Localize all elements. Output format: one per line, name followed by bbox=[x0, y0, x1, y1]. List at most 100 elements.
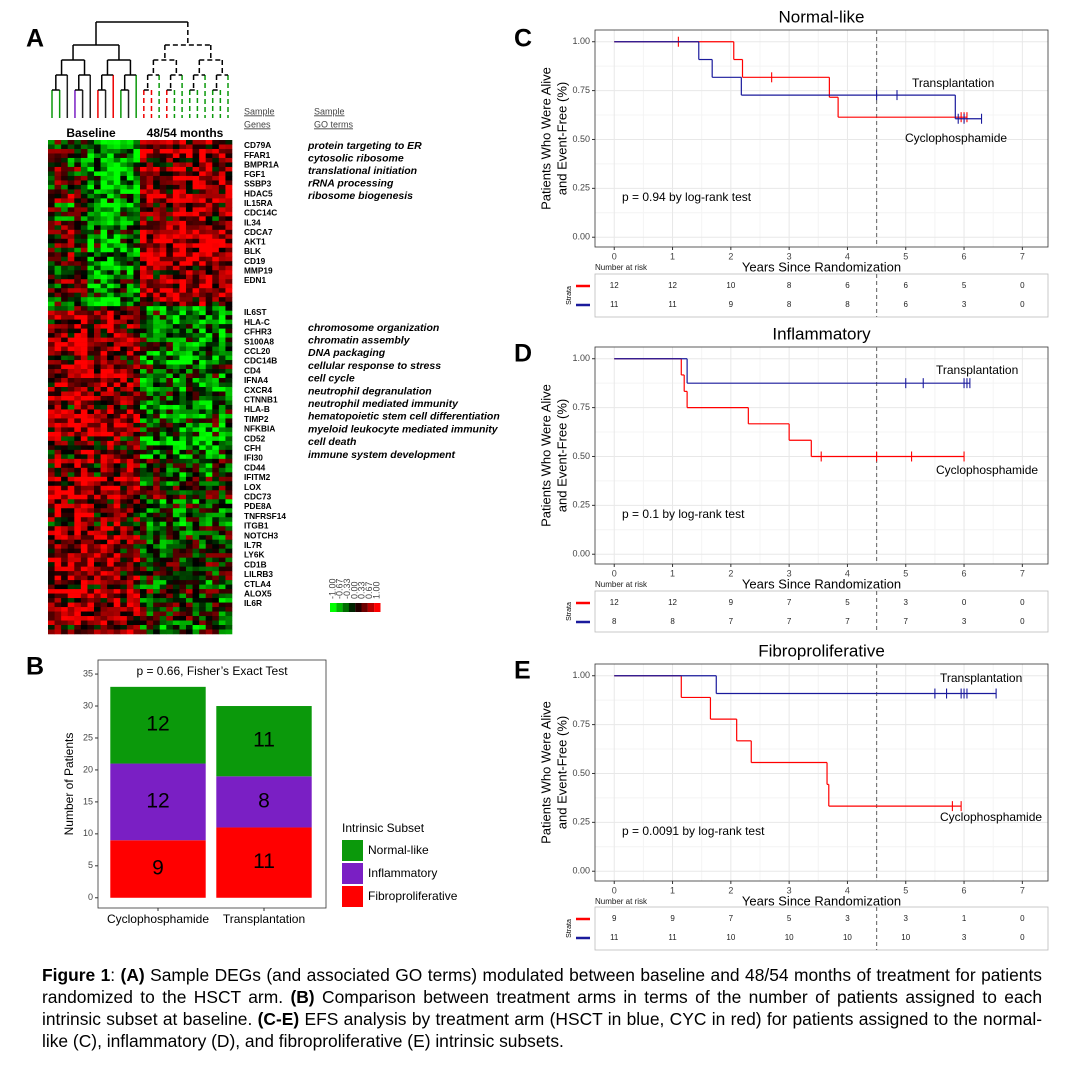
gene-label: IL6ST bbox=[244, 307, 267, 317]
heatmap-cell bbox=[146, 301, 154, 307]
heatmap-cell bbox=[94, 512, 101, 518]
heatmap-cell bbox=[48, 512, 55, 518]
heatmap-cell bbox=[100, 409, 108, 415]
heatmap-cell bbox=[159, 140, 167, 145]
heatmap-cell bbox=[120, 526, 128, 532]
heatmap-cell bbox=[100, 562, 108, 567]
heatmap-cell bbox=[80, 440, 88, 446]
heatmap-cell bbox=[80, 409, 88, 415]
heatmap-cell bbox=[67, 422, 75, 428]
heatmap-cell bbox=[179, 171, 187, 177]
heatmap-cell bbox=[113, 211, 121, 217]
heatmap-cell bbox=[166, 211, 174, 217]
heatmap-cell bbox=[212, 328, 220, 334]
heatmap-cell bbox=[192, 584, 200, 590]
heatmap-cell bbox=[146, 175, 154, 181]
heatmap-cell bbox=[205, 391, 213, 397]
heatmap-cell bbox=[205, 337, 213, 343]
heatmap-cell bbox=[67, 220, 75, 226]
heatmap-cell bbox=[94, 494, 101, 500]
heatmap-cell bbox=[74, 175, 82, 181]
heatmap-cell bbox=[186, 409, 193, 415]
heatmap-cell bbox=[225, 526, 233, 532]
heatmap-cell bbox=[100, 346, 108, 352]
heatmap-cell bbox=[74, 616, 82, 621]
heatmap-cell bbox=[87, 220, 95, 226]
heatmap-cell bbox=[74, 140, 82, 145]
panel-letter: A bbox=[26, 25, 44, 53]
heatmap-cell bbox=[146, 409, 154, 415]
heatmap-cell bbox=[146, 171, 154, 177]
heatmap-cell bbox=[133, 458, 141, 464]
heatmap-cell bbox=[179, 162, 187, 168]
heatmap-cell bbox=[140, 252, 147, 258]
heatmap-cell bbox=[140, 283, 147, 289]
heatmap-cell bbox=[186, 355, 193, 361]
heatmap-cell bbox=[218, 517, 226, 523]
heatmap-cell bbox=[80, 342, 88, 347]
heatmap-cell bbox=[61, 140, 69, 145]
heatmap-cell bbox=[218, 283, 226, 289]
legend-label: Inflammatory bbox=[368, 866, 437, 880]
heatmap-cell bbox=[192, 162, 200, 168]
heatmap-cell bbox=[87, 539, 95, 545]
heatmap-cell bbox=[107, 391, 115, 397]
heatmap-cell bbox=[159, 247, 167, 253]
heatmap-cell bbox=[192, 472, 200, 478]
gene-label: CDC14B bbox=[244, 356, 277, 366]
heatmap-cell bbox=[113, 458, 121, 464]
heatmap-cell bbox=[126, 418, 134, 424]
heatmap-cell bbox=[140, 526, 147, 532]
heatmap-cell bbox=[205, 458, 213, 464]
gene-label: SSBP3 bbox=[244, 179, 272, 189]
figure-caption: Figure 1: (A) Sample DEGs (and associate… bbox=[42, 964, 1042, 1052]
heatmap-cell bbox=[67, 373, 75, 379]
heatmap-cell bbox=[87, 247, 95, 253]
heatmap-cell bbox=[133, 395, 141, 401]
heatmap-cell bbox=[186, 391, 193, 397]
heatmap-cell bbox=[133, 328, 141, 334]
heatmap-cell bbox=[87, 229, 95, 235]
heatmap-cell bbox=[67, 503, 75, 509]
heatmap-cell bbox=[113, 207, 121, 213]
heatmap-cell bbox=[87, 198, 95, 204]
heatmap-cell bbox=[133, 400, 141, 406]
heatmap-cell bbox=[172, 607, 180, 612]
heatmap-cell bbox=[153, 261, 161, 267]
heatmap-cell bbox=[120, 171, 128, 177]
heatmap-cell bbox=[67, 274, 75, 280]
heatmap-cell bbox=[212, 611, 220, 617]
heatmap-cell bbox=[166, 544, 174, 549]
heatmap-cell bbox=[225, 324, 233, 329]
heatmap-cell bbox=[199, 157, 207, 163]
heatmap-cell bbox=[153, 580, 161, 585]
heatmap-cell bbox=[218, 395, 226, 401]
heatmap-cell bbox=[172, 243, 180, 249]
heatmap-cell bbox=[74, 157, 82, 163]
heatmap-cell bbox=[166, 395, 174, 401]
heatmap-cell bbox=[67, 575, 75, 581]
heatmap-cell bbox=[120, 472, 128, 478]
heatmap-cell bbox=[126, 292, 134, 298]
heatmap-cell bbox=[80, 247, 88, 253]
heatmap-cell bbox=[100, 382, 108, 388]
heatmap-cell bbox=[192, 476, 200, 482]
heatmap-cell bbox=[146, 346, 154, 352]
heatmap-cell bbox=[140, 207, 147, 213]
heatmap-cell bbox=[218, 256, 226, 262]
heatmap-cell bbox=[212, 175, 220, 181]
heatmap-cell bbox=[140, 256, 147, 262]
heatmap-cell bbox=[61, 616, 69, 621]
heatmap-cell bbox=[199, 315, 207, 320]
heatmap-cell bbox=[87, 562, 95, 567]
heatmap-cell bbox=[126, 333, 134, 338]
risk-count: 7 bbox=[787, 617, 792, 626]
heatmap-cell bbox=[179, 458, 187, 464]
heatmap-cell bbox=[140, 324, 147, 329]
heatmap-cell bbox=[120, 382, 128, 388]
heatmap-cell bbox=[126, 189, 134, 195]
heatmap-cell bbox=[159, 557, 167, 563]
heatmap-cell bbox=[218, 602, 226, 608]
heatmap-cell bbox=[186, 454, 193, 460]
heatmap-cell bbox=[61, 530, 69, 536]
